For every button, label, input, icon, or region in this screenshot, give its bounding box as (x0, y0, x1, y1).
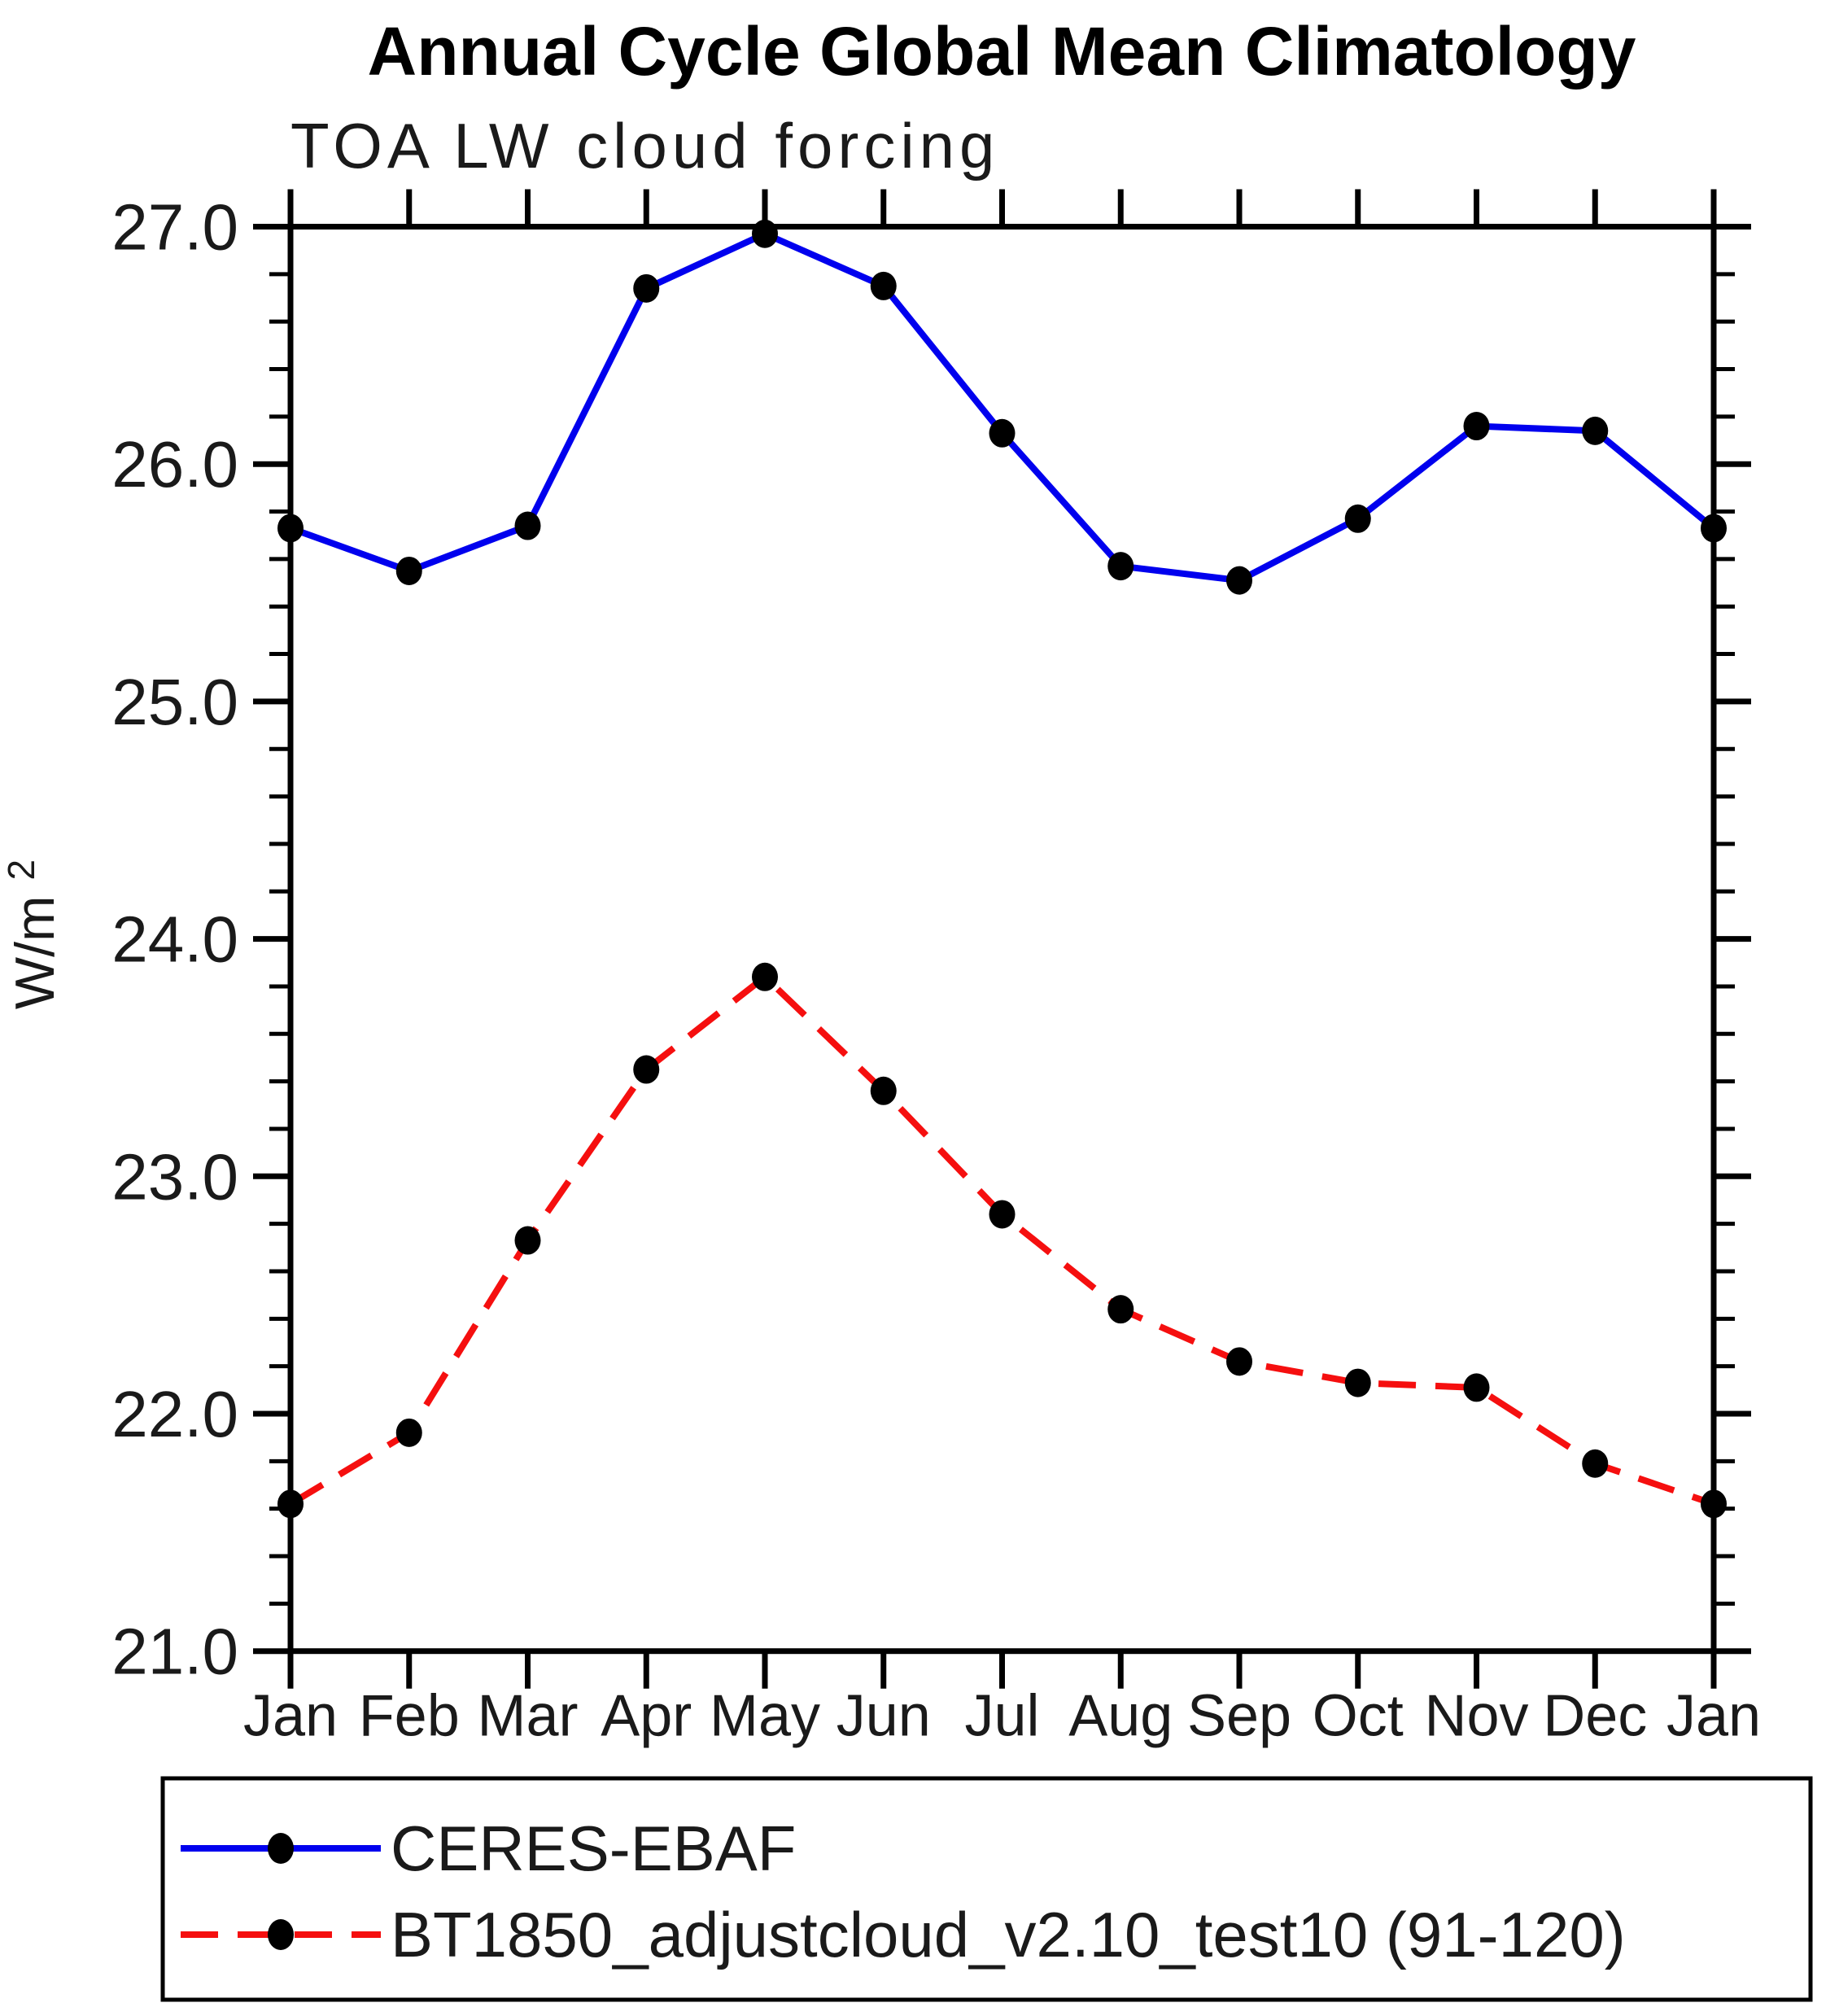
series-layer (277, 219, 1727, 1519)
series-line-ceres-ebaf (289, 230, 1716, 584)
y-axis-title: W/m 2 (0, 859, 66, 1009)
x-tick-label: Feb (359, 1684, 460, 1749)
y-tick-label: 24.0 (111, 903, 238, 976)
data-point-marker (1107, 1295, 1134, 1324)
data-point-marker (1344, 504, 1371, 533)
y-tick-label: 26.0 (111, 428, 238, 501)
data-point-marker (514, 1226, 541, 1255)
axes-layer: Jan Feb Mar Apr May Jun Jul Aug Sep Oct Nov Dec Jan2… (111, 189, 1761, 1749)
data-point-marker (1463, 412, 1490, 441)
x-tick-label: Aug (1068, 1684, 1173, 1749)
data-point-marker (1582, 416, 1609, 445)
data-point-marker (633, 273, 660, 303)
data-point-marker (989, 1200, 1016, 1229)
x-tick-label: Jan (1666, 1684, 1761, 1749)
x-tick-label: Jul (964, 1684, 1039, 1749)
data-point-marker (870, 271, 897, 300)
data-point-marker (395, 556, 422, 585)
data-point-marker (277, 514, 304, 543)
data-point-marker (277, 1489, 304, 1519)
data-point-marker (870, 1076, 897, 1105)
legend-box (160, 1776, 1813, 2002)
data-point-marker (1701, 1489, 1727, 1519)
legend-marker-sample (268, 1833, 294, 1864)
data-point-marker (752, 962, 778, 991)
data-point-marker (633, 1055, 660, 1084)
series-line-bt1850 (288, 972, 1715, 1507)
data-point-marker (1582, 1449, 1609, 1478)
x-tick-label: Dec (1543, 1684, 1647, 1749)
x-tick-label: Apr (601, 1684, 692, 1749)
data-point-marker (1226, 1347, 1252, 1376)
data-point-marker (1701, 514, 1727, 543)
x-tick-label: Mar (478, 1684, 579, 1749)
svg-text:W/m 2: W/m 2 (0, 859, 66, 1009)
y-tick-label: 21.0 (111, 1616, 238, 1688)
x-tick-label: Nov (1424, 1684, 1528, 1749)
data-point-marker (1226, 566, 1252, 595)
data-point-marker (1463, 1373, 1490, 1402)
data-point-marker (1344, 1368, 1371, 1397)
data-point-marker (752, 219, 778, 248)
y-tick-label: 27.0 (111, 191, 238, 264)
x-tick-label: Oct (1313, 1684, 1404, 1749)
legend-marker-sample (268, 1919, 294, 1950)
data-point-marker (1107, 552, 1134, 581)
chart-subtitle: TOA LW cloud forcing (290, 110, 999, 181)
data-point-marker (989, 418, 1016, 448)
legend-entry-label: BT1850_adjustcloud_v2.10_test10 (91-120) (391, 1899, 1626, 1970)
x-tick-label: May (710, 1684, 820, 1749)
legend-entry-label: CERES-EBAF (391, 1813, 796, 1884)
y-tick-label: 22.0 (111, 1378, 238, 1450)
data-point-marker (395, 1418, 422, 1447)
x-tick-label: Jan (243, 1684, 338, 1749)
legend: CERES-EBAF BT1850_adjustcloud_v2.10_test1… (160, 1776, 1813, 2002)
y-tick-label: 23.0 (111, 1140, 238, 1213)
y-axis-title-superscript: 2 (0, 859, 42, 881)
data-point-marker (514, 511, 541, 540)
x-tick-label: Sep (1187, 1684, 1291, 1749)
y-axis-title-base: W/m (4, 895, 66, 1009)
page-title: Annual Cycle Global Mean Climatology (368, 13, 1636, 90)
x-tick-label: Jun (837, 1684, 931, 1749)
y-tick-label: 25.0 (111, 666, 238, 738)
